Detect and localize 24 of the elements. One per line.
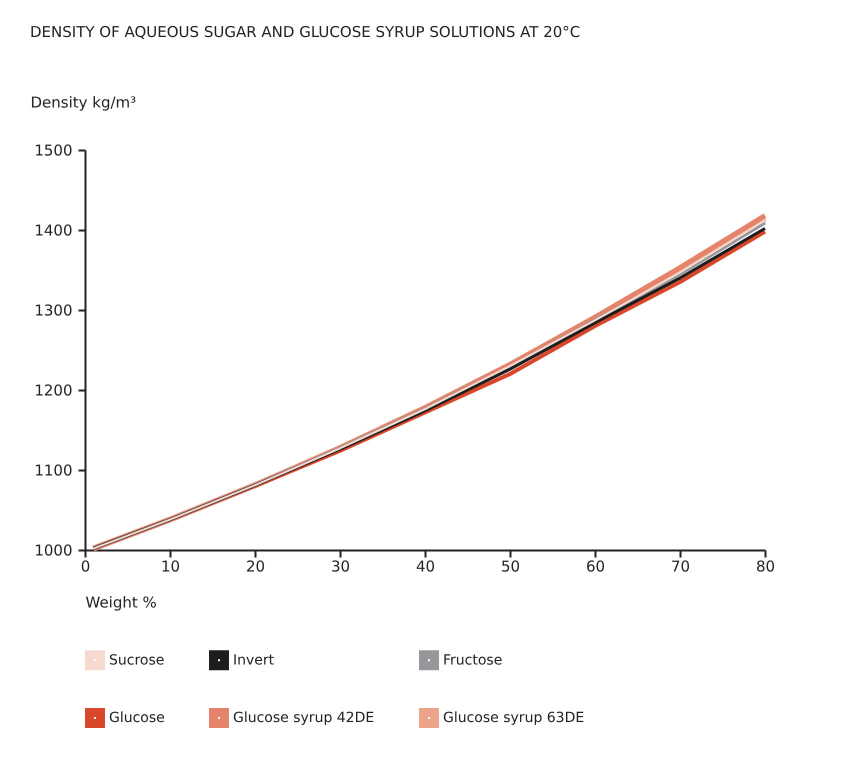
x-tick-label: 0	[80, 558, 90, 576]
x-tick-label: 20	[246, 558, 266, 576]
legend-label: Sucrose	[109, 652, 164, 668]
legend-label: Glucose syrup 63DE	[443, 710, 584, 726]
y-tick-label: 1300	[34, 302, 72, 320]
legend-label: Invert	[233, 652, 275, 668]
x-tick-label: 30	[330, 558, 350, 576]
x-axis-title: Weight %	[86, 594, 157, 612]
x-tick-label: 50	[500, 558, 520, 576]
y-tick-label: 1100	[34, 462, 72, 480]
x-tick-label: 80	[756, 558, 776, 576]
x-tick-label: 60	[586, 558, 606, 576]
legend-label: Fructose	[443, 652, 502, 668]
y-axis-title: Density kg/m³	[30, 94, 136, 112]
legend-label: Glucose	[109, 710, 165, 726]
y-tick-label: 1400	[34, 222, 72, 240]
y-tick-label: 1200	[34, 382, 72, 400]
y-tick-label: 1500	[34, 142, 72, 160]
x-tick-label: 70	[670, 558, 690, 576]
chart-title: DENSITY OF AQUEOUS SUGAR AND GLUCOSE SYRUP SOLUTIONS AT 20°C	[30, 23, 580, 41]
y-tick-label: 1000	[34, 542, 72, 560]
legend-label: Glucose syrup 42DE	[233, 710, 374, 726]
x-tick-label: 40	[416, 558, 436, 576]
x-tick-label: 10	[160, 558, 180, 576]
